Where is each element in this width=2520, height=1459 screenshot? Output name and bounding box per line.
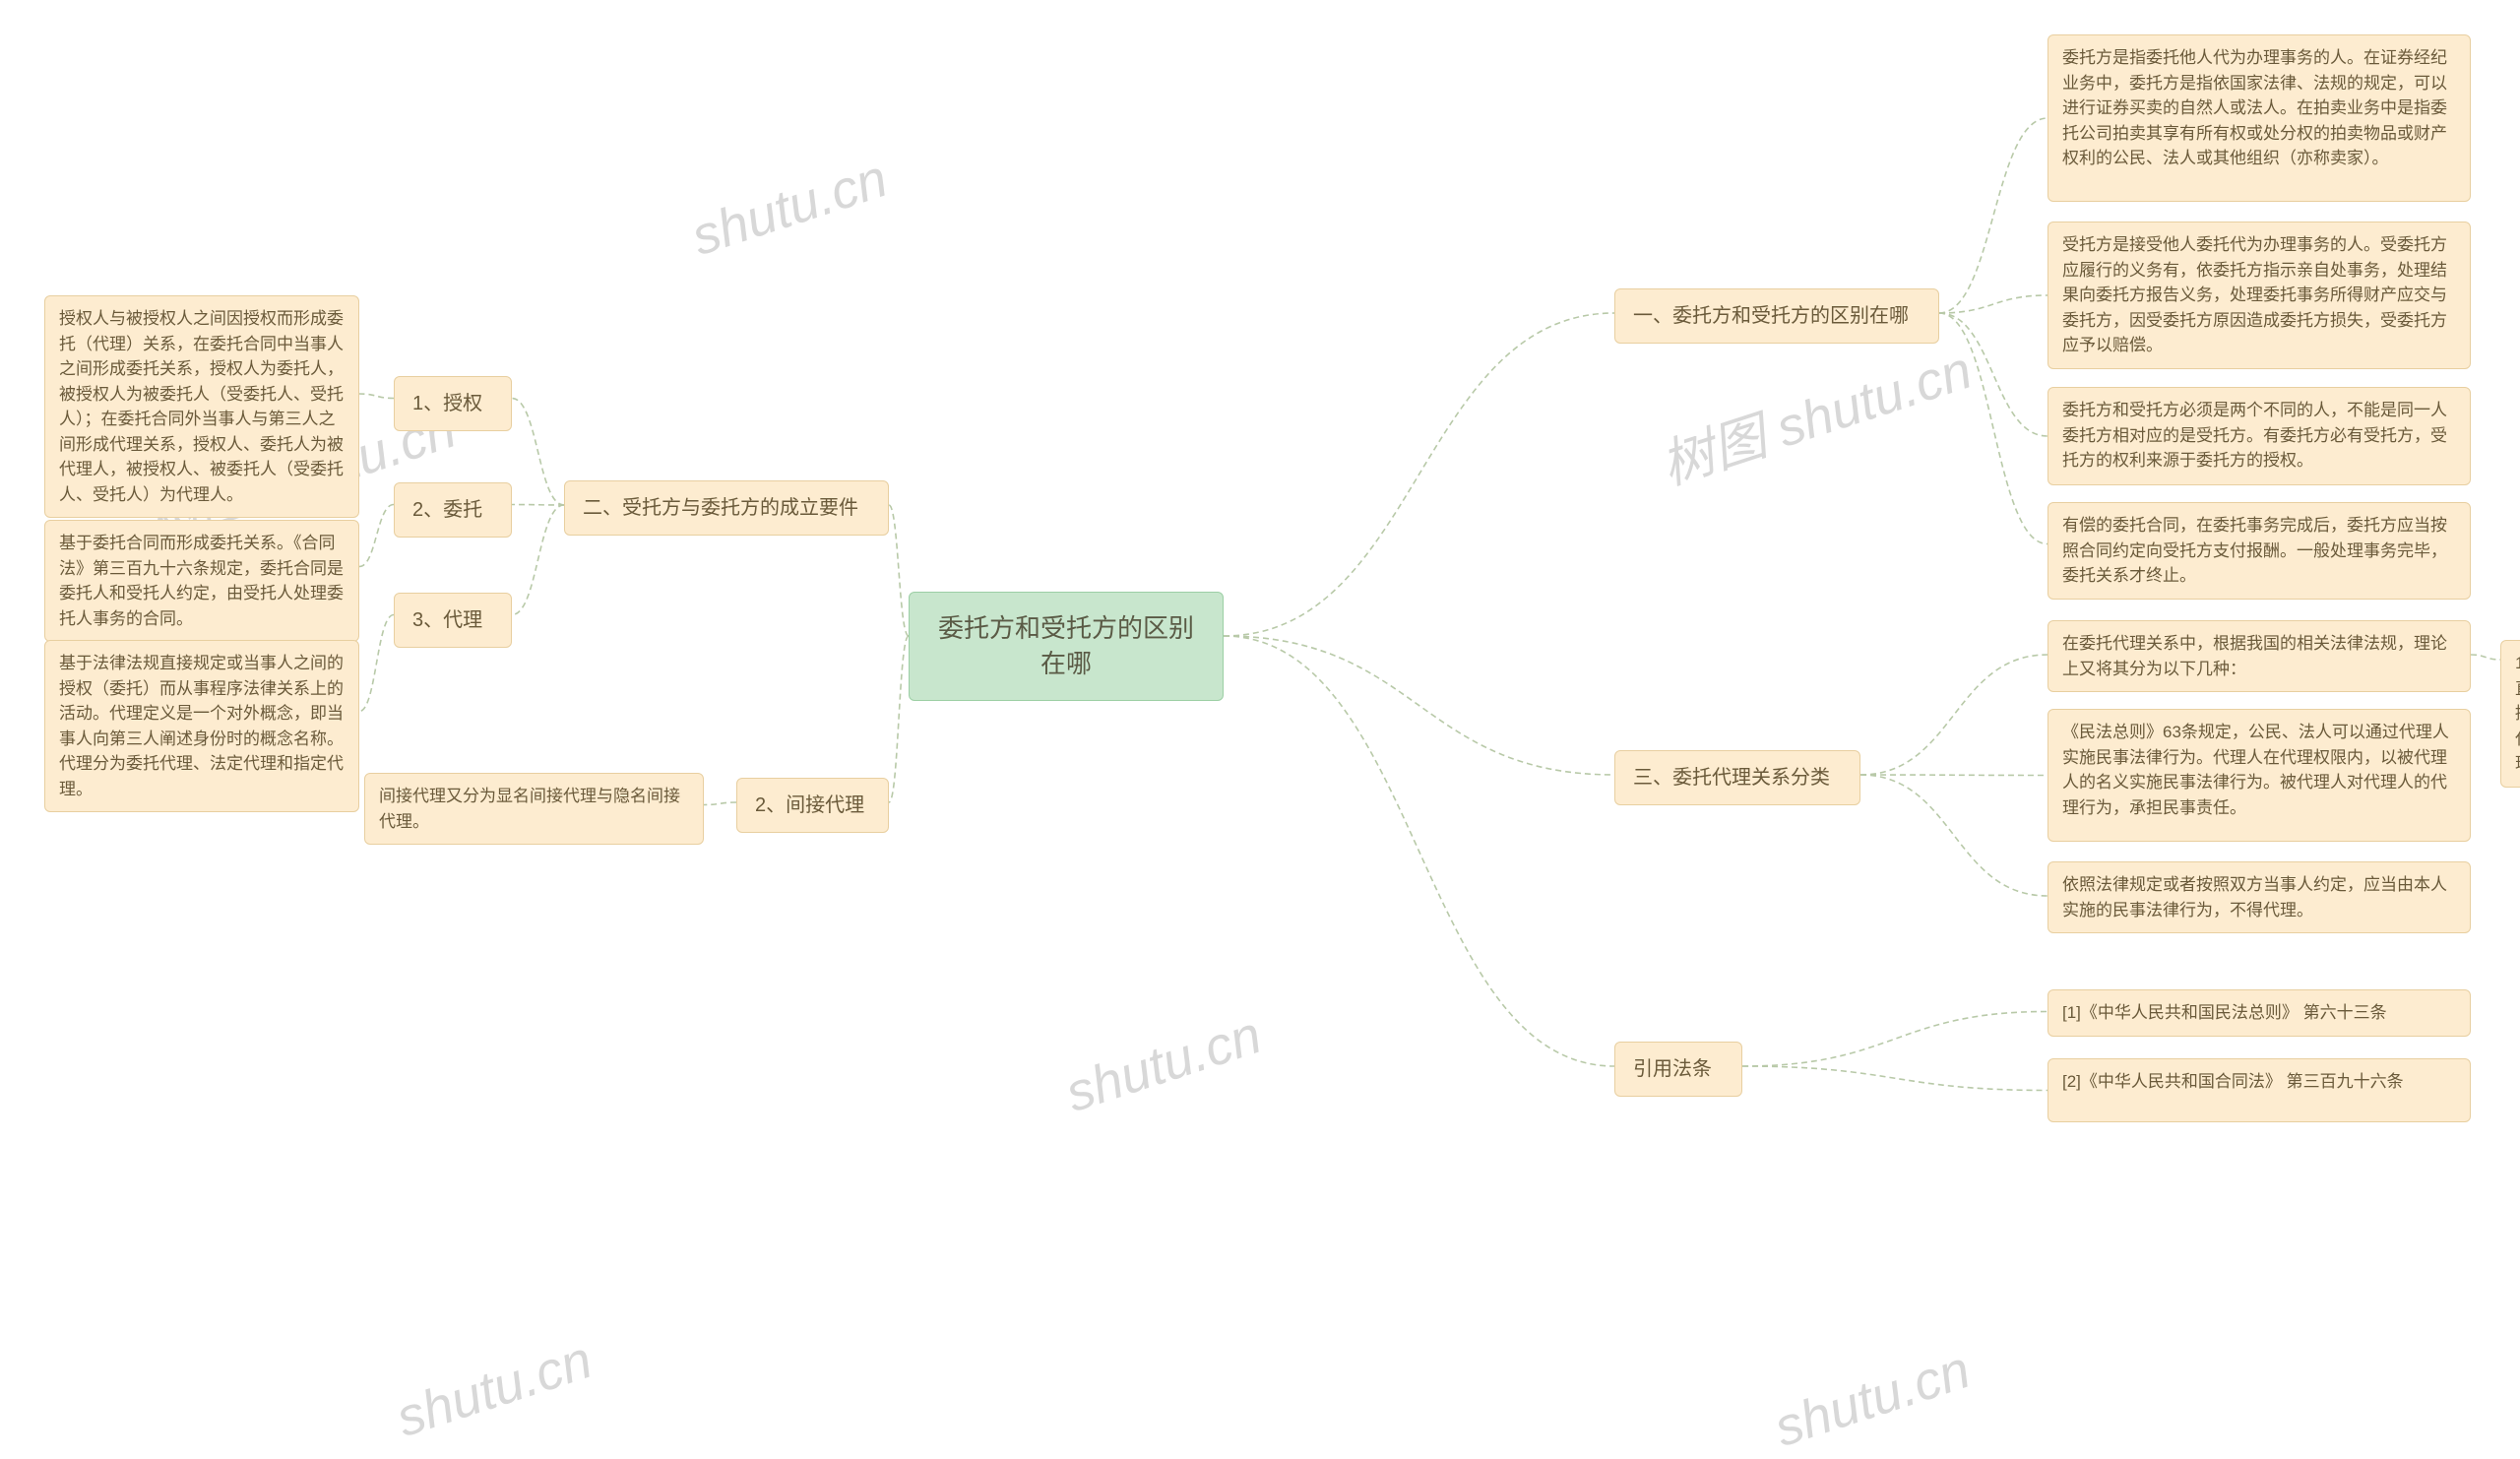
leaf-r1d: 有偿的委托合同，在委托事务完成后，委托方应当按照合同约定向受托方支付报酬。一般处…	[2048, 502, 2471, 600]
leaf-r2a: 在委托代理关系中，根据我国的相关法律法规，理论上又将其分为以下几种：	[2048, 620, 2471, 692]
node-l1c: 3、代理	[394, 593, 512, 648]
root-node: 委托方和受托方的区别在哪	[909, 592, 1224, 701]
node-l2a: 间接代理又分为显名间接代理与隐名间接代理。	[364, 773, 704, 845]
branch-r3: 引用法条	[1614, 1042, 1742, 1097]
leaf-r1a: 委托方是指委托他人代为办理事务的人。在证券经纪业务中，委托方是指依国家法律、法规…	[2048, 34, 2471, 202]
watermark: shutu.cn	[1767, 1339, 1977, 1459]
leaf-r3b: [2]《中华人民共和国合同法》 第三百九十六条	[2048, 1058, 2471, 1122]
leaf-r1c: 委托方和受托方必须是两个不同的人，不能是同一人委托方相对应的是受托方。有委托方必…	[2048, 387, 2471, 485]
leaf-r2c: 依照法律规定或者按照双方当事人约定，应当由本人实施的民事法律行为，不得代理。	[2048, 861, 2471, 933]
leaf-l1c1: 基于法律法规直接规定或当事人之间的授权（委托）而从事程序法律关系上的活动。代理定…	[44, 640, 359, 812]
leaf-r1b: 受托方是接受他人委托代为办理事务的人。受委托方应履行的义务有，依委托方指示亲自处…	[2048, 222, 2471, 369]
watermark: shutu.cn	[389, 1329, 598, 1449]
node-l1a: 1、授权	[394, 376, 512, 431]
mindmap-canvas: 树图 shutu.cnshutu.cn树图 shutu.cnshutu.cnsh…	[0, 0, 2520, 1442]
leaf-r2b: 《民法总则》63条规定，公民、法人可以通过代理人实施民事法律行为。代理人在代理权…	[2048, 709, 2471, 842]
branch-r1: 一、委托方和受托方的区别在哪	[1614, 288, 1939, 344]
branch-l2: 2、间接代理	[736, 778, 889, 833]
branch-l1: 二、受托方与委托方的成立要件	[564, 480, 889, 536]
node-l1b: 2、委托	[394, 482, 512, 538]
watermark: 树图 shutu.cn	[1650, 326, 1981, 499]
leaf-r3a: [1]《中华人民共和国民法总则》 第六十三条	[2048, 989, 2471, 1037]
leaf-l1b1: 基于委托合同而形成委托关系。《合同法》第三百九十六条规定，委托合同是委托人和受托…	[44, 520, 359, 642]
watermark: shutu.cn	[684, 148, 894, 268]
watermark: shutu.cn	[1058, 1004, 1268, 1124]
branch-r2: 三、委托代理关系分类	[1614, 750, 1860, 805]
leaf-l1a1: 授权人与被授权人之间因授权而形成委托（代理）关系，在委托合同中当事人之间形成委托…	[44, 295, 359, 518]
leaf-r2a1: 1、直接代理	[2500, 640, 2520, 788]
